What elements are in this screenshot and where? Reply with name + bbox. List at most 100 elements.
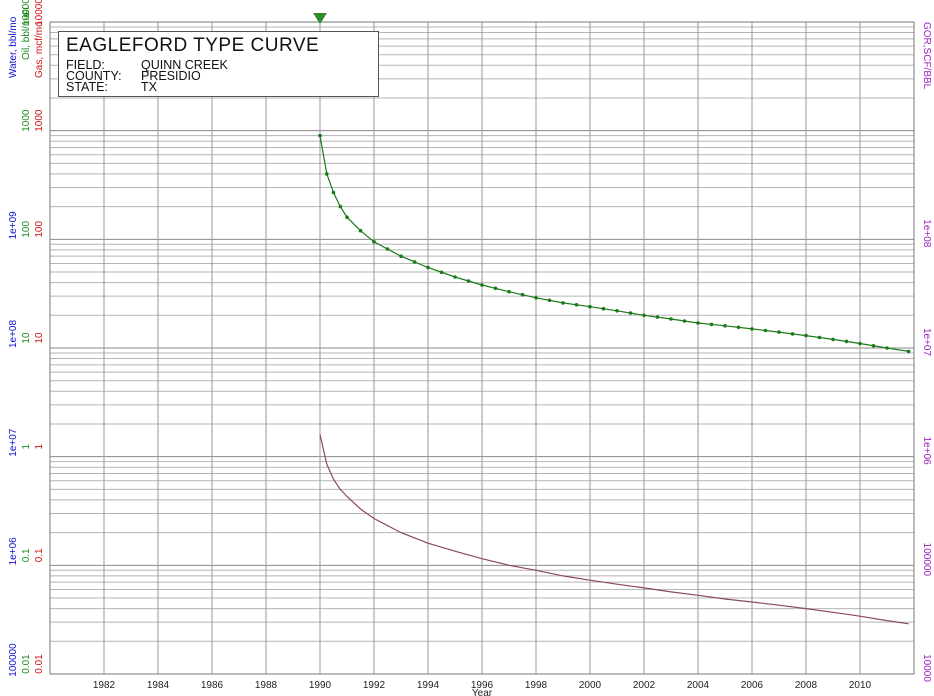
oil-data-point bbox=[763, 328, 768, 333]
oil-data-point bbox=[777, 330, 781, 334]
oil-data-point bbox=[520, 292, 525, 297]
oil-tick-label: 10 bbox=[21, 332, 32, 344]
axes bbox=[49, 13, 915, 675]
oil-data-point bbox=[507, 289, 511, 294]
oil-data-point bbox=[750, 327, 754, 331]
oil-data-point bbox=[466, 279, 471, 283]
oil-data-point bbox=[615, 309, 619, 313]
x-tick-label: 1986 bbox=[201, 680, 224, 691]
oil-data-point bbox=[412, 260, 417, 264]
x-tick-label: 1996 bbox=[471, 680, 494, 691]
info-key: FIELD: bbox=[66, 58, 105, 72]
gas-tick-label: 0.01 bbox=[34, 654, 45, 674]
gi-axis-label: GI bbox=[22, 8, 31, 16]
info-row-county: COUNTY: PRESIDIO bbox=[66, 69, 201, 83]
gas-axis-label: Gas, mcf/mo bbox=[34, 21, 45, 78]
chart-title: EAGLEFORD TYPE CURVE bbox=[66, 35, 320, 56]
x-tick-label: 2010 bbox=[849, 680, 872, 691]
legend-info-box: EAGLEFORD TYPE CURVE FIELD: QUINN CREEK … bbox=[58, 31, 379, 97]
oil-data-point bbox=[709, 322, 714, 327]
oil-data-point bbox=[325, 172, 329, 176]
x-tick-label: 2004 bbox=[687, 680, 710, 691]
x-tick-label: 1992 bbox=[363, 680, 386, 691]
info-row-state: STATE: TX bbox=[66, 80, 157, 94]
gor-tick-label: 1e+06 bbox=[921, 437, 932, 466]
oil-tick-label: 0.1 bbox=[21, 548, 32, 562]
water-tick-label: 1e+08 bbox=[8, 320, 19, 349]
gas-tick-label: 1 bbox=[34, 443, 45, 449]
info-value: PRESIDIO bbox=[141, 69, 201, 83]
oil-data-point bbox=[358, 228, 363, 233]
oil-tick-label: 100 bbox=[21, 221, 32, 238]
oil-data-point bbox=[906, 349, 911, 354]
oil-data-point bbox=[669, 317, 673, 321]
oil-data-point bbox=[331, 190, 336, 195]
oil-data-point bbox=[453, 275, 457, 279]
oil-data-point bbox=[601, 306, 606, 311]
info-value: TX bbox=[141, 80, 157, 94]
oil-data-point bbox=[844, 339, 849, 344]
oil-data-point bbox=[682, 319, 687, 323]
oil-tick-label: 10000 bbox=[21, 0, 32, 26]
oil-data-point bbox=[588, 304, 592, 309]
gas-tick-label: 10 bbox=[34, 332, 45, 344]
plot-frame bbox=[49, 21, 915, 675]
oil-data-point bbox=[534, 296, 538, 300]
oil-data-point bbox=[385, 247, 390, 251]
x-tick-label: 1994 bbox=[417, 680, 440, 691]
gor-tick-label: 1e+07 bbox=[921, 328, 932, 357]
oil-data-point bbox=[723, 324, 727, 328]
oil-data-point bbox=[790, 332, 795, 336]
x-tick-label: 1988 bbox=[255, 680, 278, 691]
gor-tick-label: 100000 bbox=[921, 543, 932, 577]
gor-tick-label: 10000 bbox=[921, 654, 932, 682]
oil-data-point bbox=[858, 341, 862, 346]
oil-data-point bbox=[817, 335, 822, 340]
oil-data-point bbox=[345, 215, 349, 219]
oil-axis-label: Oil, bbl/mo bbox=[21, 12, 32, 60]
grid-lines bbox=[50, 21, 914, 675]
oil-data-point bbox=[655, 315, 660, 319]
gor-axis-label: GOR,SCF/BBL bbox=[921, 22, 932, 90]
oil-data-point bbox=[696, 321, 700, 325]
water-tick-label: 1e+06 bbox=[8, 537, 19, 566]
gas-tick-label: 0.1 bbox=[34, 548, 45, 562]
oil-data-point bbox=[338, 204, 343, 209]
oil-data-point bbox=[642, 313, 646, 318]
x-tick-label: 2006 bbox=[741, 680, 764, 691]
series bbox=[318, 133, 911, 625]
x-tick-label: 2000 bbox=[579, 680, 602, 691]
oil-data-point bbox=[493, 286, 498, 291]
water-tick-label: 100000 bbox=[8, 643, 19, 677]
oil-tick-label: 1 bbox=[21, 443, 32, 449]
x-tick-label: 1998 bbox=[525, 680, 548, 691]
oil-data-point bbox=[480, 283, 484, 287]
x-tick-label: 1982 bbox=[93, 680, 116, 691]
info-value: QUINN CREEK bbox=[141, 58, 228, 72]
oil-data-point bbox=[372, 240, 376, 244]
info-row-field: FIELD: QUINN CREEK bbox=[66, 58, 228, 72]
oil-data-point bbox=[628, 311, 633, 315]
oil-data-point bbox=[871, 344, 876, 348]
x-tick-label: 1984 bbox=[147, 680, 170, 691]
gas-tick-label: 100 bbox=[34, 221, 45, 238]
x-tick-label: 2008 bbox=[795, 680, 818, 691]
water-tick-label: 1e+07 bbox=[8, 428, 19, 457]
oil-data-point bbox=[804, 333, 808, 338]
info-key: COUNTY: bbox=[66, 69, 122, 83]
oil-tick-label: 1000 bbox=[21, 109, 32, 132]
gas-tick-label: 1000 bbox=[34, 109, 45, 132]
oil-data-point bbox=[736, 325, 741, 330]
oil-data-point bbox=[547, 298, 552, 303]
water-tick-label: 1e+09 bbox=[8, 211, 19, 240]
oil-data-point bbox=[426, 265, 430, 270]
gas-series-line bbox=[319, 434, 909, 625]
oil-series-line bbox=[319, 135, 909, 352]
oil-data-point bbox=[885, 346, 889, 350]
oil-data-point bbox=[574, 303, 579, 307]
water-axis-label: Water, bbl/mo bbox=[8, 16, 19, 78]
gas-tick-label: 10000 bbox=[34, 0, 45, 26]
info-key: STATE: bbox=[66, 80, 108, 94]
x-tick-label: 1990 bbox=[309, 680, 332, 691]
